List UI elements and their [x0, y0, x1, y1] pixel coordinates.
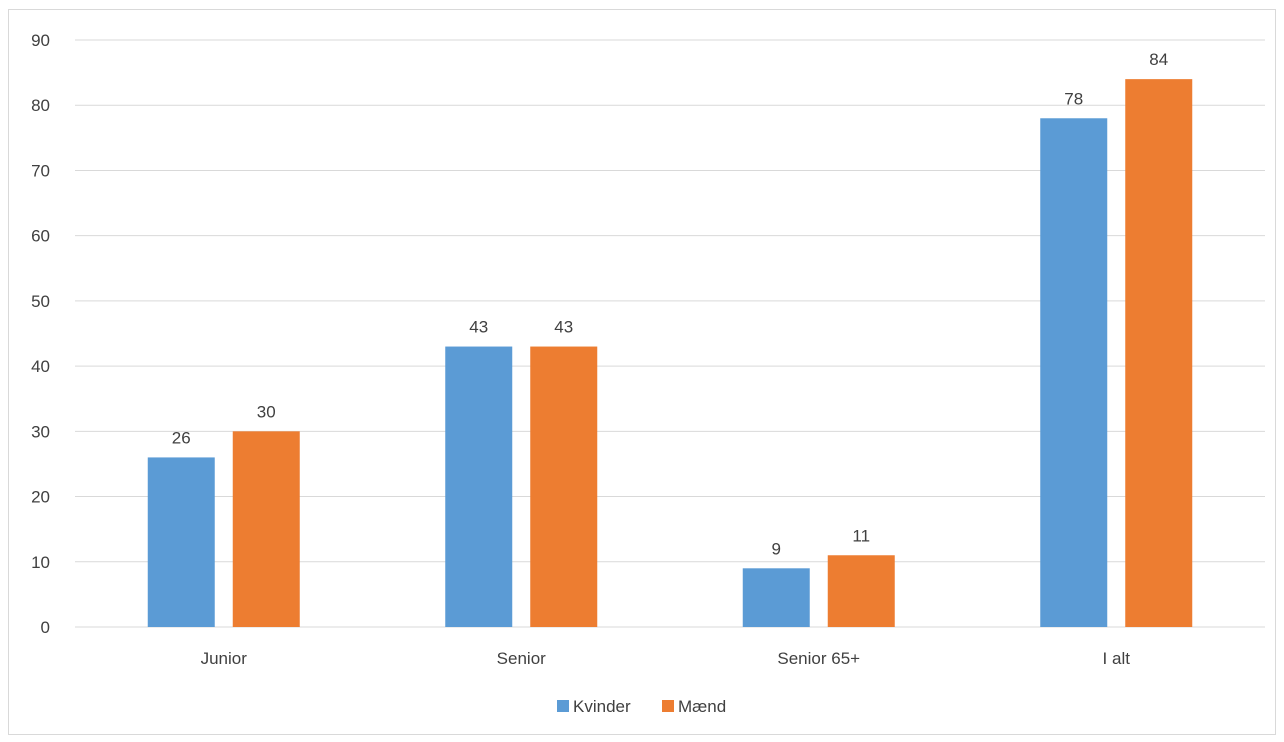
- legend-swatch-0: [557, 700, 569, 712]
- category-label: Senior 65+: [777, 649, 860, 668]
- legend-label-1: Mænd: [678, 697, 726, 716]
- category-label: I alt: [1103, 649, 1131, 668]
- bar-senior-1: [530, 346, 598, 627]
- y-tick-label-10: 10: [31, 553, 50, 572]
- y-axis-tick-labels: 0 10 20 30 40 50 60 70 80 90: [31, 31, 50, 637]
- bar-senior-65--0: [742, 568, 810, 627]
- y-tick-label-80: 80: [31, 96, 50, 115]
- y-tick-label-40: 40: [31, 357, 50, 376]
- data-label: 11: [852, 526, 870, 545]
- category-label: Senior: [497, 649, 546, 668]
- bar-i-alt-0: [1040, 118, 1108, 628]
- bar-junior-0: [147, 457, 215, 627]
- data-label: 43: [554, 318, 573, 337]
- y-tick-label-20: 20: [31, 488, 50, 507]
- y-tick-label-60: 60: [31, 227, 50, 246]
- bar-senior-0: [445, 346, 513, 627]
- data-label: 26: [172, 428, 191, 447]
- bar-senior-65--1: [827, 555, 895, 627]
- data-label: 43: [469, 318, 488, 337]
- legend-label-0: Kvinder: [573, 697, 631, 716]
- category-label: Junior: [201, 649, 248, 668]
- data-labels: 26 30 43 43 9 11 78 84: [172, 50, 1168, 558]
- x-axis-category-labels: Junior Senior Senior 65+ I alt: [201, 649, 1131, 668]
- bar-i-alt-1: [1125, 79, 1193, 628]
- legend-swatch-1: [662, 700, 674, 712]
- y-tick-label-90: 90: [31, 31, 50, 50]
- y-tick-label-70: 70: [31, 161, 50, 180]
- bars: [147, 79, 1193, 628]
- bar-junior-1: [232, 431, 300, 627]
- data-label: 9: [772, 539, 781, 558]
- legend: Kvinder Mænd: [557, 697, 726, 716]
- data-label: 78: [1064, 89, 1083, 108]
- data-label: 30: [257, 402, 276, 421]
- y-tick-label-30: 30: [31, 422, 50, 441]
- y-tick-label-50: 50: [31, 292, 50, 311]
- data-label: 84: [1149, 50, 1168, 69]
- y-tick-label-0: 0: [41, 618, 50, 637]
